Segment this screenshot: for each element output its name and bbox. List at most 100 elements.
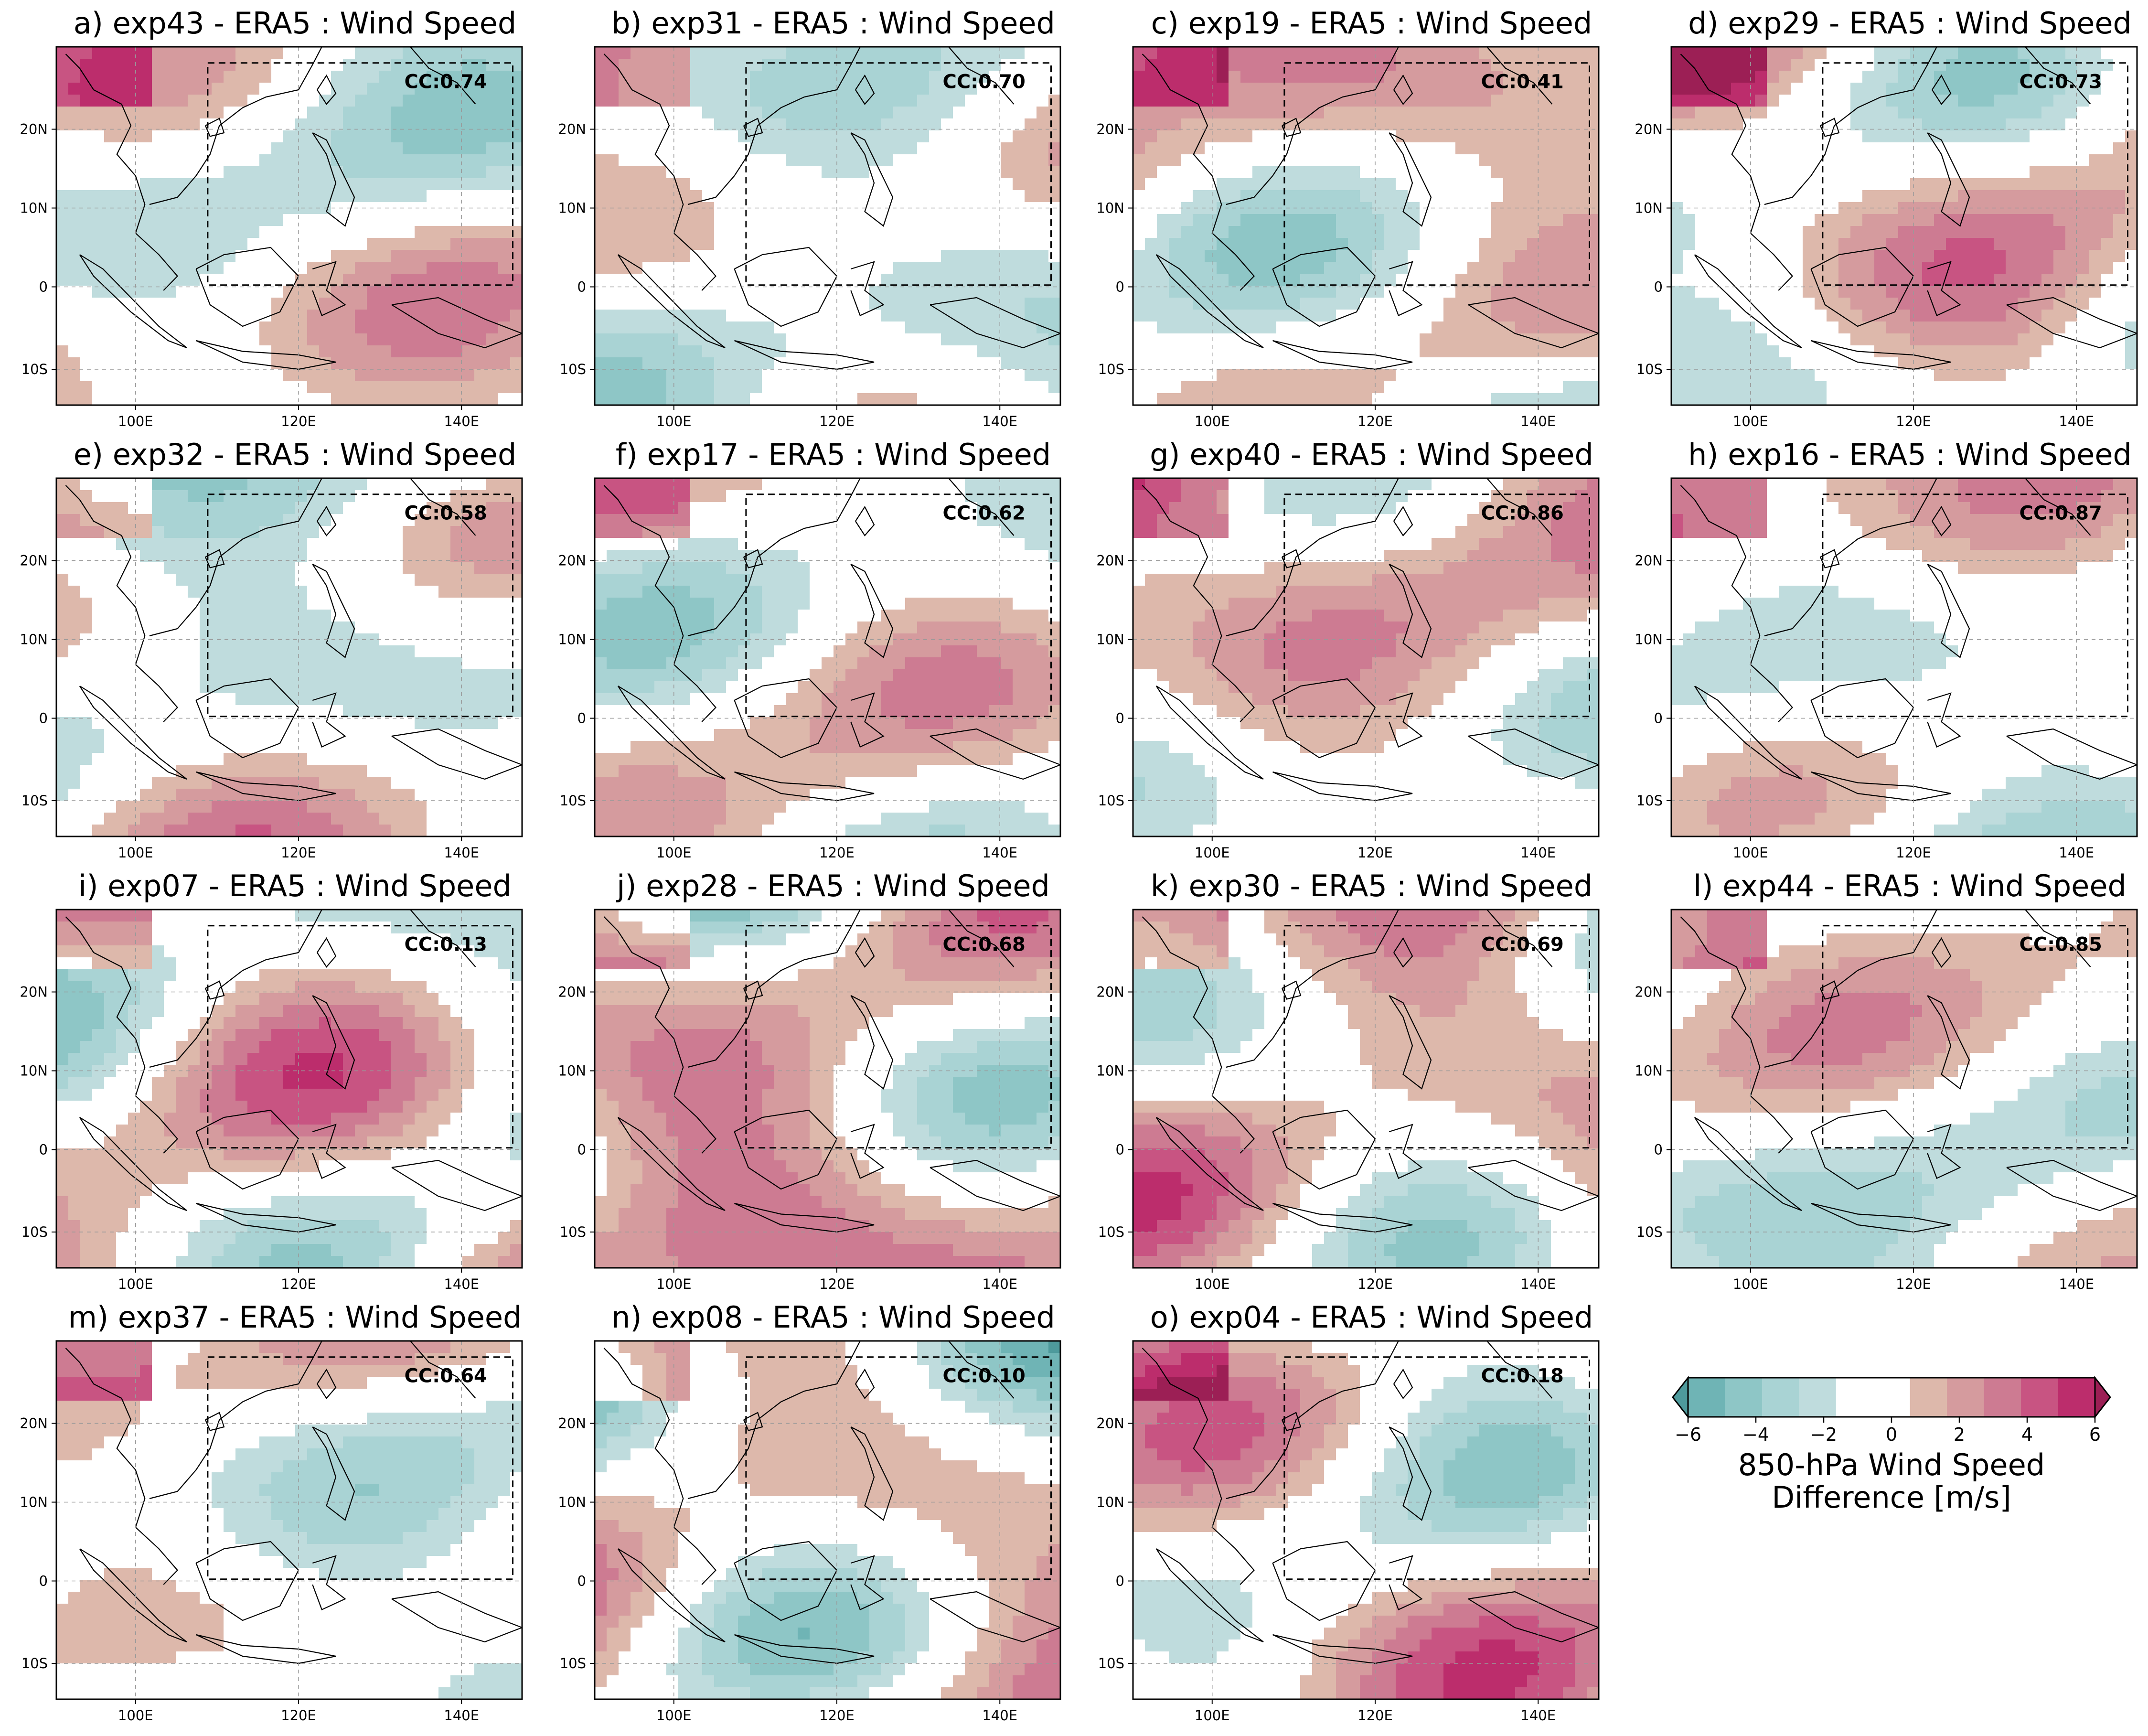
lat-tick-label: 20N	[20, 553, 48, 569]
panel-title: i) exp07 - ERA5 : Wind Speed	[78, 868, 512, 903]
lat-tick-label: 10S	[21, 361, 48, 377]
wind-speed-difference-field	[595, 910, 1060, 1268]
wind-speed-difference-field	[1671, 910, 2137, 1268]
lat-tick-label: 10N	[558, 1494, 586, 1511]
lon-tick-label: 140E	[2059, 845, 2094, 861]
lon-tick-label: 140E	[2059, 1276, 2094, 1292]
lon-tick-label: 120E	[1357, 1707, 1393, 1724]
coastlines	[65, 910, 522, 1233]
lat-tick-label: 10N	[20, 200, 48, 216]
map-frame	[55, 46, 523, 406]
map-plot: CC:0.73 100E 120E 140E 20N 10N 0 10S	[1635, 46, 2138, 429]
colorbar-segment	[1910, 1378, 1947, 1417]
lat-tick-label: 20N	[20, 121, 48, 138]
gridlines	[1671, 910, 2137, 1268]
colorbar-segment	[1873, 1378, 1911, 1417]
correlation-label: CC:0.70	[942, 71, 1025, 93]
panel-title: j) exp28 - ERA5 : Wind Speed	[617, 868, 1050, 903]
lat-tick-label: 10N	[1096, 1063, 1124, 1079]
lat-tick-label: 20N	[558, 984, 586, 1000]
lat-tick-label: 10N	[558, 200, 586, 216]
coastlines	[1680, 47, 2137, 370]
gridlines	[1671, 478, 2137, 836]
lat-tick-label: 20N	[1635, 984, 1663, 1000]
gridlines	[56, 478, 522, 836]
lat-tick-label: 0	[1654, 1142, 1663, 1158]
panel-title: b) exp31 - ERA5 : Wind Speed	[611, 6, 1055, 41]
lat-tick-label: 0	[1116, 710, 1124, 727]
wind-speed-difference-field	[595, 478, 1060, 836]
lat-tick-label: 10S	[1636, 793, 1663, 809]
lon-tick-label: 140E	[982, 845, 1017, 861]
panel-title: l) exp44 - ERA5 : Wind Speed	[1693, 868, 2127, 903]
colorbar-segment	[1947, 1378, 1985, 1417]
map-plot: CC:0.18 100E 120E 140E 20N 10N 0 10S	[1096, 1340, 1600, 1724]
coastlines	[603, 47, 1060, 370]
correlation-label: CC:0.69	[1481, 933, 1563, 955]
lat-tick-label: 10S	[1098, 1655, 1124, 1672]
lat-tick-label: 10S	[560, 1224, 586, 1240]
lon-tick-label: 140E	[444, 1276, 479, 1292]
map-plot: CC:0.41 100E 120E 140E 20N 10N 0 10S	[1096, 46, 1600, 429]
lat-tick-label: 10S	[1098, 793, 1124, 809]
lon-tick-label: 140E	[982, 1707, 1017, 1724]
map-plot: CC:0.58 100E 120E 140E 20N 10N 0 10S	[20, 477, 523, 861]
lat-tick-label: 0	[39, 1573, 48, 1589]
map-panel: o) exp04 - ERA5 : Wind Speed CC:0.18 100E 1…	[1077, 1294, 1614, 1724]
colorbar-min-extend	[1672, 1375, 1689, 1419]
lat-tick-label: 10N	[20, 1494, 48, 1511]
colorbar-segment	[1799, 1378, 1837, 1417]
correlation-label: CC:0.41	[1481, 71, 1563, 93]
coastlines	[65, 1341, 522, 1664]
lon-tick-label: 100E	[1195, 413, 1230, 429]
lon-tick-label: 140E	[982, 413, 1017, 429]
colorbar: −6 −4 −2 0 2 4 6 850-hPa Wind Speed Difference…	[1672, 1375, 2111, 1567]
lon-tick-label: 100E	[1733, 1276, 1768, 1292]
lon-tick-label: 140E	[1520, 1276, 1556, 1292]
lat-tick-label: 0	[577, 1142, 586, 1158]
map-plot: CC:0.86 100E 120E 140E 20N 10N 0 10S	[1096, 477, 1600, 861]
lat-tick-label: 0	[1116, 1573, 1124, 1589]
lat-tick-label: 20N	[1096, 984, 1124, 1000]
lat-tick-label: 20N	[558, 553, 586, 569]
colorbar-segment	[1762, 1378, 1799, 1417]
map-frame	[594, 909, 1061, 1269]
map-panel: e) exp32 - ERA5 : Wind Speed CC:0.58 100E 1…	[0, 431, 537, 861]
correlation-label: CC:0.74	[404, 71, 487, 93]
coastlines	[603, 910, 1060, 1233]
correlation-label: CC:0.68	[942, 933, 1025, 955]
colorbar-tick-label: −6	[1675, 1424, 1701, 1445]
lon-tick-label: 120E	[1896, 413, 1931, 429]
lat-tick-label: 10N	[20, 632, 48, 648]
map-frame	[594, 477, 1061, 837]
map-frame	[55, 477, 523, 837]
lon-tick-label: 100E	[1733, 413, 1768, 429]
lon-tick-label: 100E	[656, 1276, 692, 1292]
lat-tick-label: 10N	[1096, 200, 1124, 216]
lat-tick-label: 0	[577, 279, 586, 295]
wind-speed-difference-field	[1671, 47, 2137, 405]
lat-tick-label: 10N	[558, 632, 586, 648]
lat-tick-label: 20N	[558, 121, 586, 138]
lon-tick-label: 120E	[1896, 845, 1931, 861]
coastlines	[1142, 47, 1599, 370]
lon-tick-label: 120E	[1357, 413, 1393, 429]
lon-tick-label: 120E	[281, 1707, 316, 1724]
correlation-label: CC:0.85	[2019, 933, 2102, 955]
lon-tick-label: 120E	[1357, 845, 1393, 861]
map-panel: k) exp30 - ERA5 : Wind Speed CC:0.69 100E 1…	[1077, 863, 1614, 1293]
coastlines	[65, 47, 522, 370]
panel-title: o) exp04 - ERA5 : Wind Speed	[1150, 1300, 1593, 1335]
lat-tick-label: 20N	[1635, 121, 1663, 138]
lat-tick-label: 10S	[560, 1655, 586, 1672]
lat-tick-label: 20N	[1096, 121, 1124, 138]
map-panel: l) exp44 - ERA5 : Wind Speed CC:0.85 100E 1…	[1615, 863, 2148, 1293]
lat-tick-label: 0	[1654, 710, 1663, 727]
map-panel: i) exp07 - ERA5 : Wind Speed CC:0.13 100E 1…	[0, 863, 537, 1293]
correlation-label: CC:0.64	[404, 1365, 487, 1387]
lon-tick-label: 140E	[982, 1276, 1017, 1292]
map-panel: n) exp08 - ERA5 : Wind Speed CC:0.10 100E 1…	[538, 1294, 1076, 1724]
wind-speed-difference-field	[56, 47, 522, 405]
lat-tick-label: 0	[39, 279, 48, 295]
